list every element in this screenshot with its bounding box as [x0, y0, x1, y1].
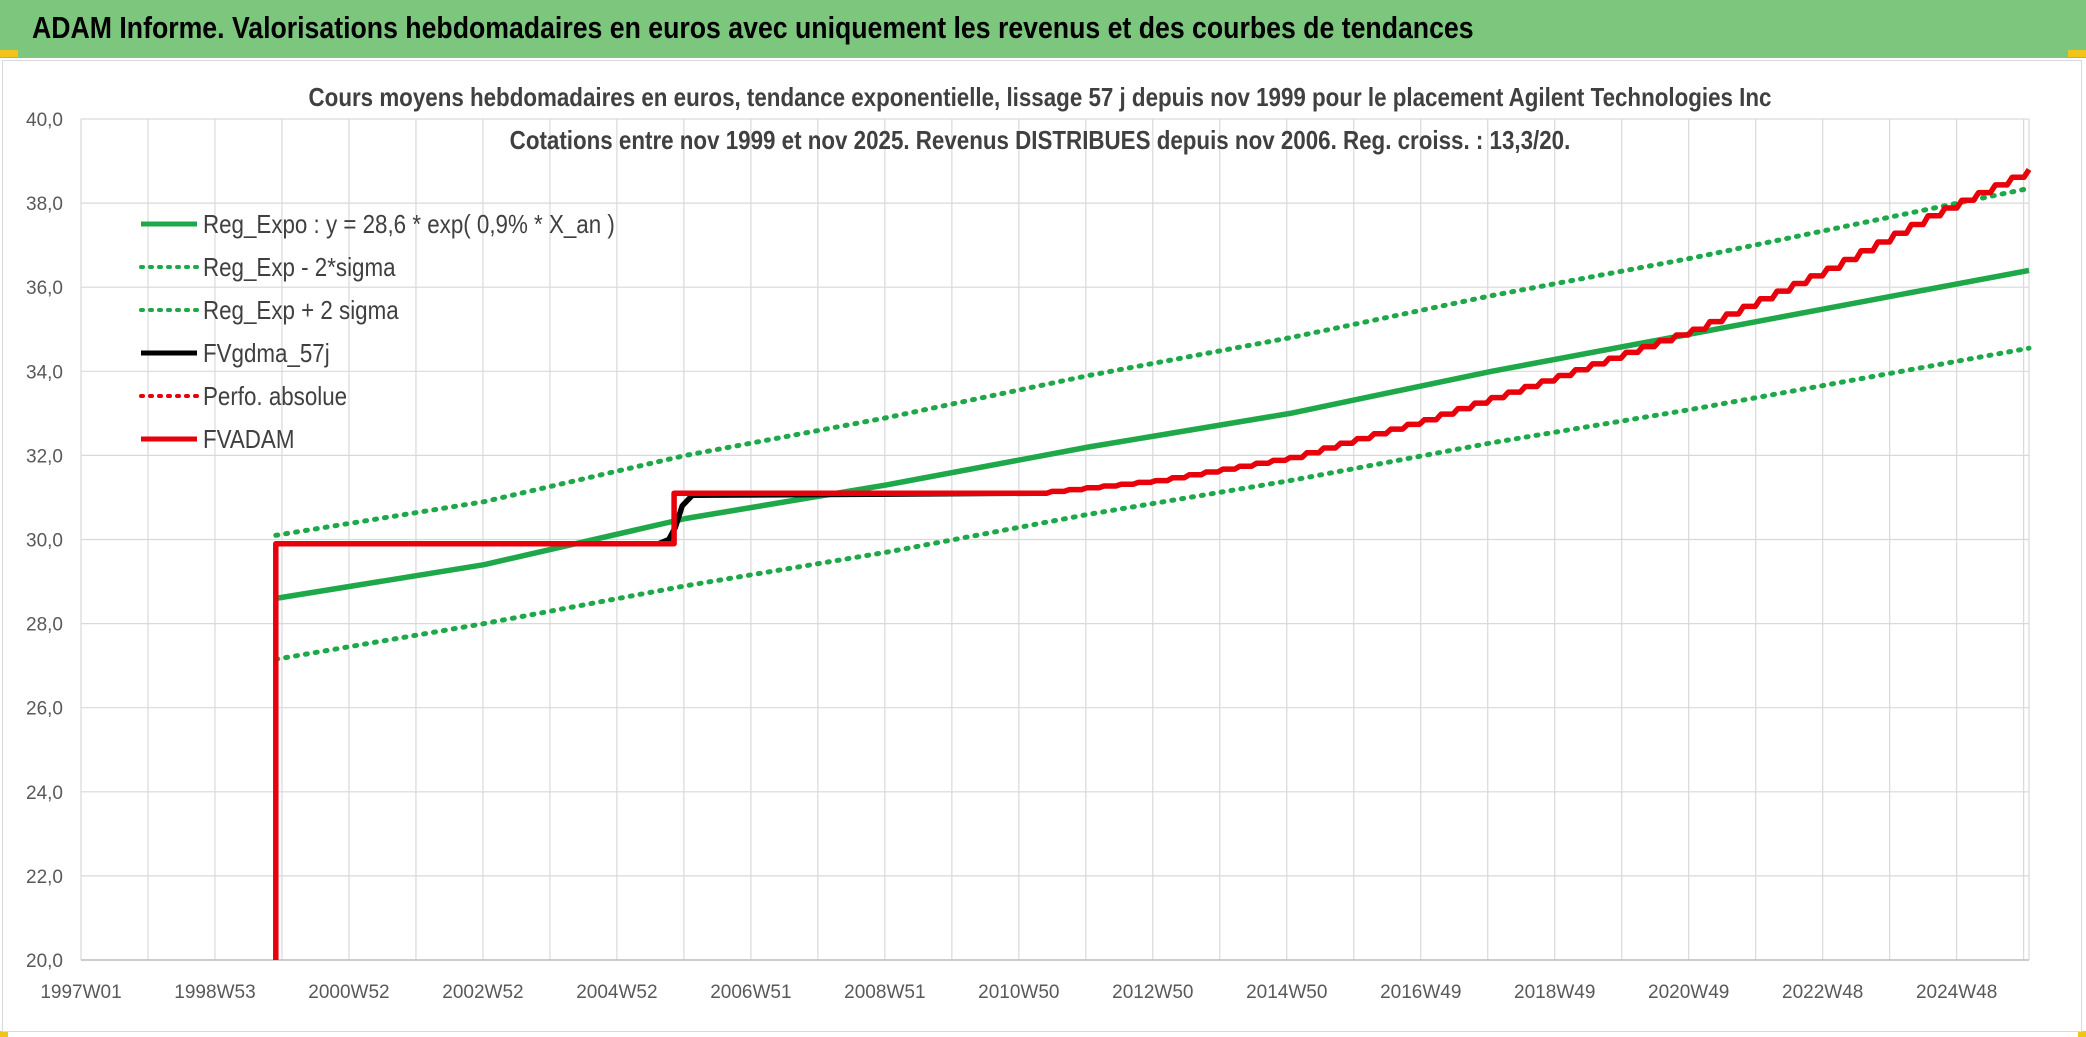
- legend-entry-2: Reg_Exp + 2 sigma: [203, 296, 399, 325]
- legend-entry-3: FVgdma_57j: [203, 339, 330, 368]
- series-line-1: [273, 345, 2032, 662]
- corner-marker-tl: [0, 50, 18, 57]
- x-tick-label: 2008W51: [844, 982, 925, 1003]
- report-banner: ADAM Informe. Valorisations hebdomadaire…: [0, 0, 2086, 58]
- y-tick-label: 30,0: [26, 531, 63, 552]
- y-tick-label: 24,0: [26, 783, 63, 804]
- corner-marker-tr: [2068, 50, 2086, 57]
- series-line-0: [275, 267, 2030, 602]
- x-tick-label: 1998W53: [174, 982, 255, 1003]
- x-tick-label: 2016W49: [1380, 982, 1461, 1003]
- y-tick-label: 20,0: [26, 951, 63, 972]
- legend-entry-1: Reg_Exp - 2*sigma: [203, 253, 396, 282]
- x-tick-label: 2004W52: [576, 982, 657, 1003]
- gridlines: [80, 118, 2030, 961]
- y-tick-label: 28,0: [26, 615, 63, 636]
- series-lines: [273, 168, 2032, 960]
- series-line-2: [273, 185, 2032, 538]
- legend-entry-0: Reg_Expo : y = 28,6 * exp( 0,9% * X_an ): [203, 210, 615, 239]
- legend-entry-4: Perfo. absolue: [203, 382, 347, 411]
- y-tick-label: 22,0: [26, 867, 63, 888]
- line-chart: 20,0 22,0 24,0 26,0 28,0 30,0 32,0 34,0 36,0 38,0…: [26, 83, 2032, 1003]
- series-line-3: [275, 490, 1035, 547]
- chart-frame: 20,0 22,0 24,0 26,0 28,0 30,0 32,0 34,0 36,0 38,0…: [2, 60, 2082, 1032]
- y-tick-label: 26,0: [26, 699, 63, 720]
- legend-entry-5: FVADAM: [203, 425, 294, 454]
- x-tick-label: 2006W51: [710, 982, 791, 1003]
- corner-marker-br: [2078, 1031, 2086, 1037]
- report-title: ADAM Informe. Valorisations hebdomadaire…: [32, 10, 1474, 45]
- x-tick-label: 2018W49: [1514, 982, 1595, 1003]
- x-tick-label: 2010W50: [978, 982, 1059, 1003]
- corner-marker-bl: [0, 1031, 8, 1037]
- y-tick-label: 32,0: [26, 446, 63, 467]
- x-tick-label: 2024W48: [1916, 982, 1997, 1003]
- series-line-5: [273, 168, 2032, 960]
- x-tick-label: 2012W50: [1112, 982, 1193, 1003]
- chart-subtitle: Cotations entre nov 1999 et nov 2025. Re…: [510, 126, 1571, 155]
- x-tick-label: 2000W52: [308, 982, 389, 1003]
- chart-title: Cours moyens hebdomadaires en euros, ten…: [309, 83, 1772, 112]
- y-tick-label: 36,0: [26, 278, 63, 299]
- y-tick-label: 38,0: [26, 194, 63, 215]
- x-tick-label: 2002W52: [442, 982, 523, 1003]
- x-tick-label: 2022W48: [1782, 982, 1863, 1003]
- x-tick-label: 1997W01: [40, 982, 121, 1003]
- y-axis-ticks: 20,0 22,0 24,0 26,0 28,0 30,0 32,0 34,0 36,0 38,0…: [26, 110, 63, 972]
- x-tick-label: 2020W49: [1648, 982, 1729, 1003]
- x-axis-ticks: 1997W01 1998W53 2000W52 2002W52 2004W52 2006W…: [40, 982, 1997, 1003]
- y-tick-label: 34,0: [26, 362, 63, 383]
- y-tick-label: 40,0: [26, 110, 63, 131]
- legend: Reg_Expo : y = 28,6 * exp( 0,9% * X_an )…: [139, 210, 615, 454]
- x-tick-label: 2014W50: [1246, 982, 1327, 1003]
